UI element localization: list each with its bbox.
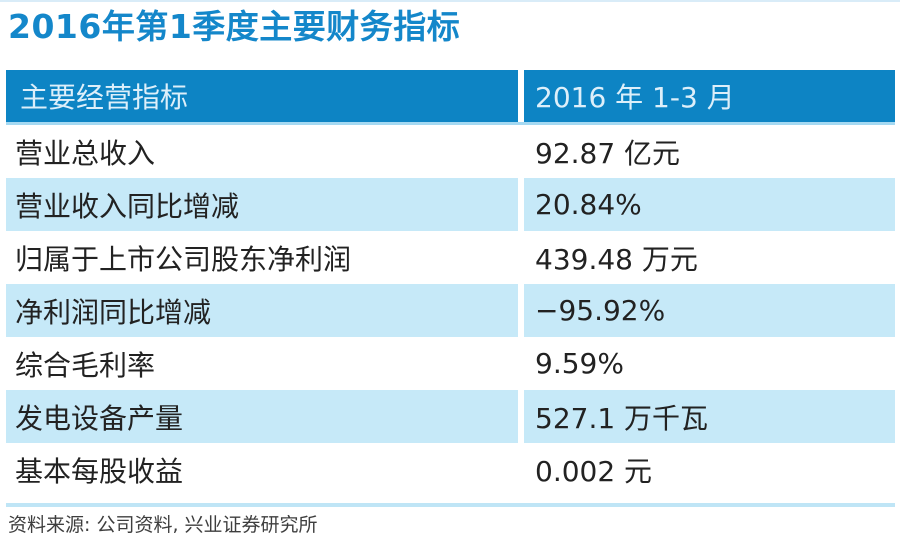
row-value: 9.59% <box>524 337 895 390</box>
row-value: 439.48 万元 <box>524 231 895 284</box>
financial-table: 主要经营指标 2016 年 1-3 月 营业总收入 92.87 亿元 营业收入同… <box>6 70 895 496</box>
table-header-row: 主要经营指标 2016 年 1-3 月 <box>6 70 895 125</box>
table-row: 营业收入同比增减 20.84% <box>6 178 895 231</box>
table-header-value: 2016 年 1-3 月 <box>524 70 895 122</box>
source-note: 资料来源: 公司资料, 兴业证券研究所 <box>8 514 318 536</box>
row-value: 92.87 亿元 <box>524 125 895 178</box>
row-value: 20.84% <box>524 178 895 231</box>
row-label: 营业总收入 <box>6 125 518 178</box>
table-row: 营业总收入 92.87 亿元 <box>6 125 895 178</box>
row-label: 发电设备产量 <box>6 390 518 443</box>
row-label: 综合毛利率 <box>6 337 518 390</box>
row-label: 基本每股收益 <box>6 443 518 496</box>
table-row: 净利润同比增减 −95.92% <box>6 284 895 337</box>
top-divider <box>0 0 900 2</box>
row-label: 归属于上市公司股东净利润 <box>6 231 518 284</box>
table-row: 发电设备产量 527.1 万千瓦 <box>6 390 895 443</box>
table-row: 基本每股收益 0.002 元 <box>6 443 895 496</box>
row-label: 营业收入同比增减 <box>6 178 518 231</box>
row-value: −95.92% <box>524 284 895 337</box>
row-value: 0.002 元 <box>524 443 895 496</box>
table-row: 归属于上市公司股东净利润 439.48 万元 <box>6 231 895 284</box>
table-bottom-border <box>6 503 895 507</box>
page-title: 2016年第1季度主要财务指标 <box>8 7 461 46</box>
table-row: 综合毛利率 9.59% <box>6 337 895 390</box>
row-label: 净利润同比增减 <box>6 284 518 337</box>
row-value: 527.1 万千瓦 <box>524 390 895 443</box>
table-header-label: 主要经营指标 <box>6 70 518 122</box>
